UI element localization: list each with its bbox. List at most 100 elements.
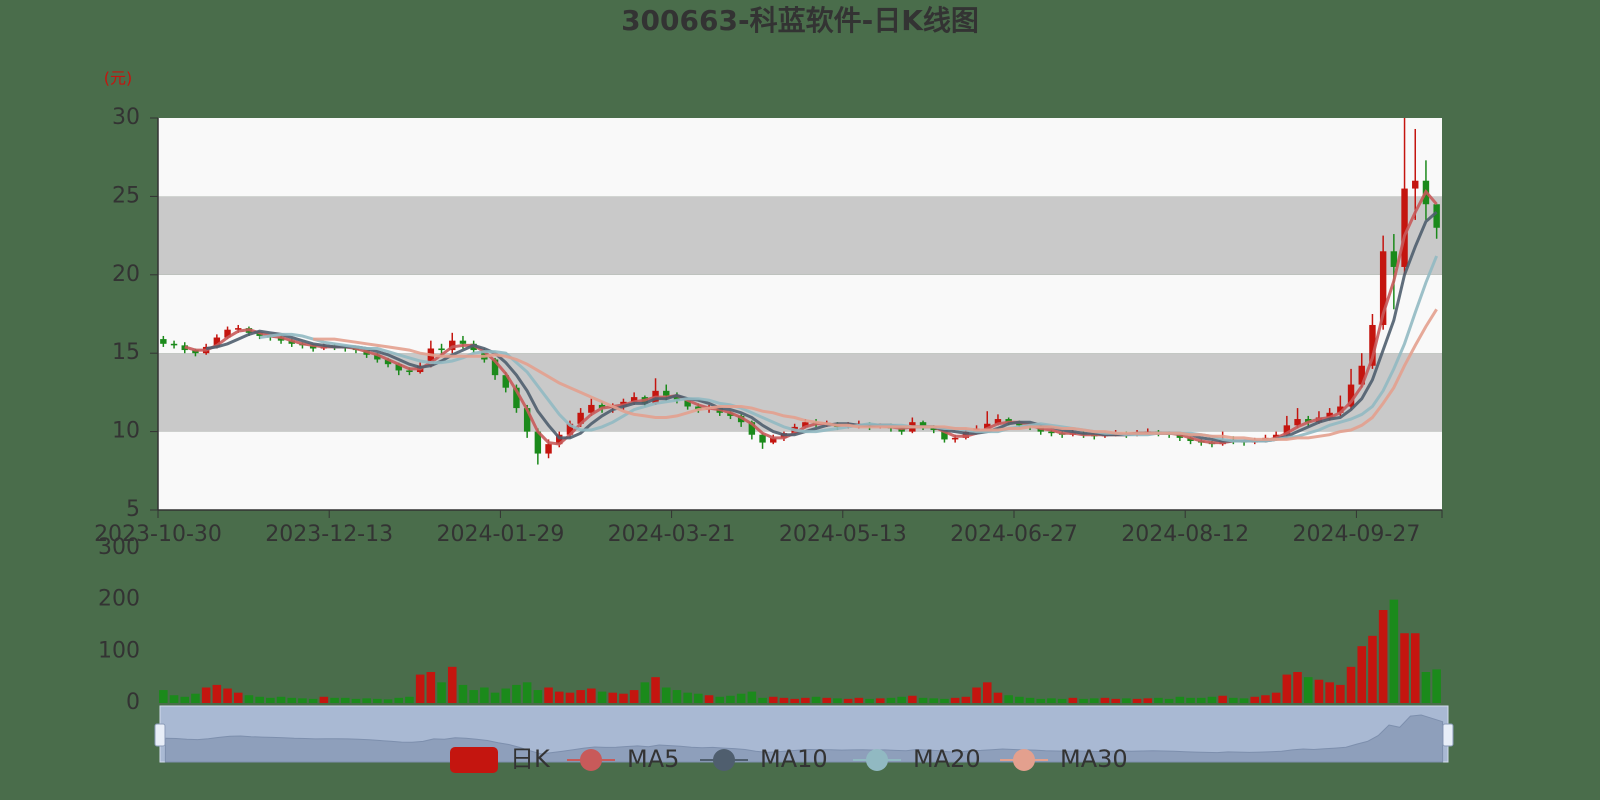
- candle-body: [984, 423, 991, 429]
- candle-body: [1326, 412, 1333, 418]
- candle-body: [1337, 406, 1344, 413]
- candle-body: [663, 390, 670, 396]
- volume-bar: [694, 693, 703, 703]
- candle-body: [160, 339, 167, 344]
- volume-bar: [726, 695, 735, 703]
- volume-bar: [244, 695, 254, 703]
- legend-label[interactable]: MA10: [760, 745, 828, 773]
- volume-bar: [672, 690, 682, 703]
- legend-icon[interactable]: [1013, 749, 1035, 771]
- volume-bar: [1143, 698, 1153, 703]
- y-tick-label: 10: [112, 419, 140, 444]
- volume-bar: [1378, 610, 1388, 703]
- volume-bar: [266, 697, 275, 703]
- volume-bar: [704, 695, 714, 703]
- volume-bar: [587, 688, 596, 703]
- split-area: [158, 274, 1442, 354]
- volume-bar: [1368, 635, 1377, 703]
- volume-bar: [447, 666, 457, 703]
- volume-tick-label: 300: [98, 535, 140, 560]
- volume-tick-label: 200: [98, 587, 140, 612]
- candle-body: [481, 350, 488, 360]
- volume-bar: [1250, 696, 1260, 703]
- candle-body: [277, 337, 285, 341]
- volume-bar: [512, 684, 521, 703]
- volume-bar: [1207, 696, 1217, 703]
- legend-icon[interactable]: [450, 747, 498, 773]
- volume-bar: [608, 692, 618, 703]
- volume-bar: [918, 697, 928, 703]
- candle-body: [224, 329, 231, 338]
- volume-bar: [736, 693, 746, 703]
- volume-bar: [480, 687, 489, 703]
- candle-body: [802, 422, 809, 427]
- volume-bar: [1036, 698, 1046, 703]
- x-tick-label: 2024-03-21: [608, 522, 736, 547]
- candle-body: [1347, 384, 1355, 407]
- volume-bar: [854, 697, 864, 703]
- volume-bar: [1015, 696, 1024, 703]
- volume-bar: [233, 692, 243, 703]
- volume-bar: [1432, 669, 1441, 703]
- candle-body: [1358, 365, 1365, 385]
- legend-label[interactable]: 日K: [510, 745, 551, 773]
- legend-label[interactable]: MA30: [1060, 745, 1128, 773]
- volume-bar: [201, 687, 211, 703]
- candle-body: [523, 408, 531, 432]
- legend-icon[interactable]: [713, 749, 735, 771]
- volume-bar: [1068, 697, 1078, 703]
- volume-bar: [180, 696, 190, 703]
- volume-bar: [1004, 695, 1013, 703]
- volume-bar: [972, 687, 981, 703]
- volume-bar: [715, 696, 725, 703]
- volume-bar: [940, 698, 949, 703]
- x-tick-label: 2024-06-27: [950, 522, 1078, 547]
- volume-bar: [843, 698, 853, 703]
- volume-bar: [661, 687, 671, 703]
- candle-body: [994, 419, 1002, 424]
- candle-body: [192, 350, 199, 354]
- zoom-handle[interactable]: [1442, 723, 1454, 747]
- volume-bar: [1100, 697, 1110, 703]
- volume-bar: [1357, 646, 1367, 703]
- candle-body: [770, 437, 777, 443]
- legend-icon[interactable]: [866, 749, 888, 771]
- candle-body: [566, 423, 574, 435]
- volume-bar: [1314, 679, 1324, 703]
- volume-bar: [1336, 684, 1345, 703]
- volume-bar: [330, 697, 339, 703]
- volume-bar: [1025, 697, 1035, 703]
- volume-bar: [544, 687, 553, 703]
- zoom-handle[interactable]: [154, 723, 166, 747]
- volume-bar: [629, 690, 639, 703]
- legend-label[interactable]: MA20: [913, 745, 981, 773]
- y-tick-label: 20: [112, 262, 140, 287]
- volume-bar: [576, 690, 585, 703]
- x-tick-label: 2023-10-30: [94, 522, 222, 547]
- legend-label[interactable]: MA5: [627, 745, 679, 773]
- x-tick-label: 2024-09-27: [1292, 522, 1420, 547]
- candle-body: [534, 431, 542, 454]
- candle-body: [1390, 251, 1398, 267]
- candle-body: [1305, 419, 1312, 423]
- candle-body: [1005, 419, 1012, 423]
- volume-bar: [651, 677, 660, 703]
- candle-body: [898, 428, 905, 432]
- candle-body: [630, 397, 638, 402]
- volume-bar: [993, 692, 1003, 703]
- volume-bar: [1325, 682, 1334, 703]
- candle-body: [213, 337, 221, 347]
- volume-tick-label: 0: [126, 690, 140, 715]
- volume-bar: [1229, 697, 1238, 703]
- legend-icon[interactable]: [580, 749, 602, 771]
- split-area: [158, 118, 1442, 197]
- volume-bar: [1303, 677, 1313, 703]
- y-tick-label: 15: [112, 340, 140, 365]
- volume-bar: [597, 691, 607, 703]
- candle-body: [459, 340, 467, 344]
- volume-bar: [565, 692, 575, 703]
- volume-bar: [758, 697, 767, 703]
- volume-bar: [255, 696, 264, 703]
